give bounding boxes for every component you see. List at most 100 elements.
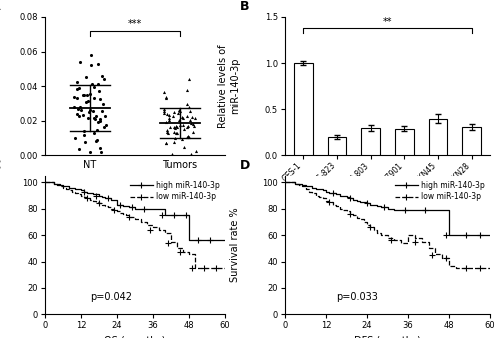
Point: [170, 139, 178, 144]
Point: [172, 123, 179, 129]
Point: [84, 115, 92, 120]
Point: [92, 138, 100, 143]
Point: [88, 63, 96, 68]
Point: [170, 109, 177, 114]
Point: [183, 87, 191, 93]
Point: [171, 125, 179, 131]
Point: [90, 84, 98, 89]
Point: [176, 123, 184, 128]
Point: [94, 120, 102, 125]
X-axis label: OS (months): OS (months): [104, 336, 166, 338]
Point: [70, 95, 78, 100]
Point: [80, 128, 88, 134]
Point: [72, 135, 80, 141]
Point: [72, 79, 80, 85]
Point: [168, 151, 175, 156]
Point: [86, 53, 94, 58]
Point: [185, 77, 193, 82]
Text: ***: ***: [128, 19, 142, 29]
Point: [99, 101, 107, 106]
Point: [165, 112, 173, 118]
Point: [184, 133, 192, 138]
Point: [102, 123, 110, 128]
Point: [166, 116, 173, 121]
Point: [162, 140, 170, 146]
Point: [90, 115, 98, 121]
Point: [188, 121, 196, 126]
Point: [186, 108, 194, 114]
Point: [96, 146, 104, 151]
Point: [96, 149, 104, 155]
Point: [162, 129, 170, 134]
Point: [180, 116, 188, 121]
Point: [70, 104, 78, 110]
Point: [184, 124, 192, 129]
Point: [72, 87, 80, 92]
Point: [77, 107, 85, 112]
Point: [190, 115, 198, 120]
Point: [160, 90, 168, 95]
Point: [164, 111, 172, 116]
Point: [80, 92, 88, 97]
Legend: high miR-140-3p, low miR-140-3p: high miR-140-3p, low miR-140-3p: [128, 179, 221, 203]
Point: [160, 106, 168, 111]
Legend: high miR-140-3p, low miR-140-3p: high miR-140-3p, low miR-140-3p: [394, 179, 486, 203]
Point: [190, 123, 198, 129]
Point: [176, 109, 184, 114]
Point: [160, 108, 168, 113]
Text: p=0.033: p=0.033: [336, 292, 378, 303]
Point: [186, 134, 194, 140]
Point: [166, 124, 173, 129]
Point: [73, 111, 81, 116]
Point: [178, 137, 186, 142]
Point: [162, 120, 170, 125]
Point: [82, 99, 90, 104]
Point: [162, 140, 170, 146]
Point: [75, 147, 83, 152]
Point: [80, 132, 88, 138]
Bar: [294, 63, 312, 155]
Point: [170, 124, 178, 130]
Point: [186, 118, 194, 123]
Point: [93, 138, 101, 143]
Point: [172, 130, 179, 135]
Point: [178, 114, 186, 119]
Point: [94, 81, 102, 86]
Point: [74, 107, 82, 112]
Point: [162, 94, 170, 99]
Point: [182, 113, 190, 118]
Point: [160, 110, 168, 115]
Point: [90, 108, 98, 114]
Point: [176, 107, 184, 113]
Point: [164, 131, 172, 136]
Text: p=0.042: p=0.042: [90, 292, 132, 303]
Point: [186, 105, 194, 110]
Point: [80, 113, 88, 118]
Point: [92, 113, 100, 118]
Point: [86, 107, 94, 112]
Point: [98, 108, 106, 114]
Point: [86, 91, 94, 96]
Point: [80, 93, 88, 98]
Text: B: B: [240, 0, 250, 13]
Point: [169, 113, 177, 118]
Point: [94, 61, 102, 67]
Point: [84, 109, 92, 114]
Point: [98, 73, 106, 79]
Point: [93, 127, 101, 132]
Point: [76, 104, 84, 109]
Point: [95, 88, 103, 93]
Point: [96, 96, 104, 102]
Point: [170, 129, 178, 135]
Point: [74, 85, 82, 90]
Point: [76, 60, 84, 65]
Point: [74, 95, 82, 101]
Point: [100, 124, 108, 130]
Bar: [428, 119, 447, 155]
Point: [183, 134, 191, 140]
Point: [84, 98, 92, 103]
Point: [162, 95, 170, 100]
Text: **: **: [383, 17, 392, 27]
Point: [174, 124, 182, 129]
Point: [100, 77, 108, 82]
